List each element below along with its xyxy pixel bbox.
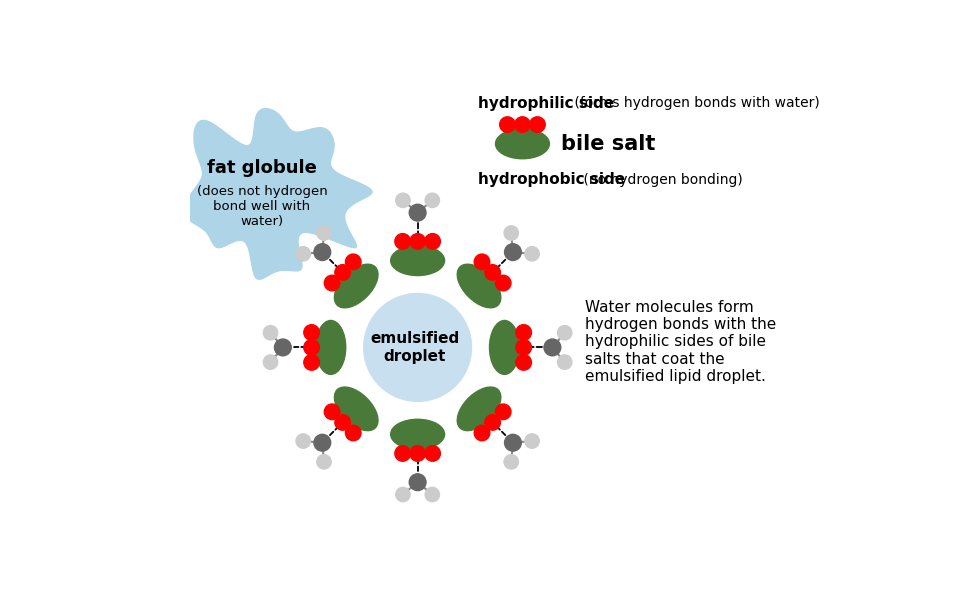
Circle shape	[409, 204, 425, 221]
Circle shape	[515, 355, 531, 370]
Circle shape	[263, 325, 278, 340]
Circle shape	[524, 434, 539, 448]
Circle shape	[314, 244, 331, 261]
Circle shape	[495, 276, 511, 291]
Circle shape	[303, 340, 319, 355]
Circle shape	[409, 474, 425, 491]
Circle shape	[495, 404, 511, 419]
Polygon shape	[185, 108, 372, 279]
Circle shape	[556, 355, 571, 370]
Circle shape	[473, 254, 489, 270]
Circle shape	[295, 434, 310, 448]
Ellipse shape	[457, 264, 501, 308]
Text: (forms hydrogen bonds with water): (forms hydrogen bonds with water)	[570, 96, 820, 110]
Text: hydrophilic side: hydrophilic side	[477, 95, 613, 111]
Circle shape	[504, 455, 518, 469]
Circle shape	[394, 234, 410, 249]
Circle shape	[515, 340, 531, 355]
Circle shape	[324, 404, 339, 419]
Circle shape	[263, 355, 278, 370]
Circle shape	[484, 415, 500, 430]
Circle shape	[424, 193, 439, 207]
Text: (does not hydrogen
bond well with
water): (does not hydrogen bond well with water)	[197, 185, 327, 228]
Circle shape	[410, 234, 425, 249]
Circle shape	[484, 265, 500, 280]
Text: emulsified
droplet: emulsified droplet	[370, 331, 459, 364]
Circle shape	[529, 117, 545, 132]
Circle shape	[314, 434, 331, 451]
Circle shape	[499, 117, 514, 132]
Circle shape	[515, 325, 531, 340]
Circle shape	[324, 276, 339, 291]
Circle shape	[524, 247, 539, 261]
Circle shape	[504, 434, 520, 451]
Circle shape	[364, 294, 471, 401]
Ellipse shape	[495, 129, 549, 159]
Circle shape	[504, 226, 518, 240]
Text: hydrophobic side: hydrophobic side	[477, 172, 624, 187]
Circle shape	[317, 455, 331, 469]
Text: fat globule: fat globule	[206, 159, 317, 177]
Circle shape	[395, 193, 410, 207]
Circle shape	[504, 244, 520, 261]
Ellipse shape	[489, 320, 519, 374]
Circle shape	[473, 425, 489, 441]
Text: (no hydrogen bonding): (no hydrogen bonding)	[579, 173, 742, 187]
Circle shape	[334, 265, 350, 280]
Circle shape	[295, 247, 310, 261]
Circle shape	[395, 488, 410, 502]
Circle shape	[514, 117, 530, 132]
Ellipse shape	[316, 320, 345, 374]
Text: bile salt: bile salt	[560, 134, 655, 154]
Text: Water molecules form
hydrogen bonds with the
hydrophilic sides of bile
salts tha: Water molecules form hydrogen bonds with…	[585, 300, 776, 384]
Ellipse shape	[334, 264, 378, 308]
Ellipse shape	[390, 246, 444, 276]
Ellipse shape	[457, 387, 501, 431]
Circle shape	[424, 446, 440, 461]
Circle shape	[544, 339, 560, 356]
Ellipse shape	[334, 387, 378, 431]
Circle shape	[345, 254, 361, 270]
Circle shape	[274, 339, 290, 356]
Circle shape	[317, 226, 331, 240]
Circle shape	[334, 415, 350, 430]
Circle shape	[424, 234, 440, 249]
Ellipse shape	[390, 419, 444, 449]
Circle shape	[345, 425, 361, 441]
Circle shape	[303, 355, 319, 370]
Circle shape	[303, 325, 319, 340]
Circle shape	[424, 488, 439, 502]
Circle shape	[556, 325, 571, 340]
Circle shape	[394, 446, 410, 461]
Circle shape	[410, 446, 425, 461]
